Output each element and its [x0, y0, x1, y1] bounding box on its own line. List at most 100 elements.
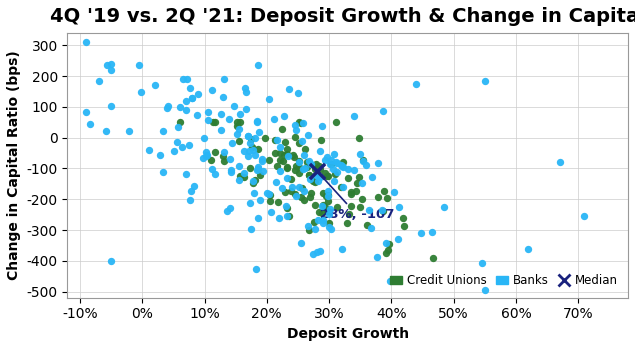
Point	[399, 223, 410, 228]
Point	[251, 266, 261, 271]
Point	[81, 109, 91, 114]
Point	[354, 135, 364, 141]
Point	[336, 185, 346, 190]
Point	[239, 85, 250, 91]
Median	[312, 168, 322, 173]
Point	[232, 120, 242, 125]
Point	[296, 120, 306, 126]
Point	[290, 122, 300, 128]
Point	[554, 159, 565, 165]
Point	[243, 148, 253, 154]
Point	[264, 157, 274, 163]
Point	[323, 198, 333, 204]
Point	[100, 128, 110, 134]
Point	[346, 204, 356, 209]
Point	[428, 255, 438, 260]
Point	[318, 202, 328, 207]
Point	[379, 188, 389, 193]
Point	[283, 147, 293, 152]
Point	[93, 78, 104, 84]
Point	[338, 184, 348, 190]
Point	[366, 225, 377, 231]
Point	[298, 197, 309, 203]
Point	[279, 113, 289, 119]
Point	[371, 254, 382, 260]
Point	[313, 178, 323, 184]
Point	[393, 236, 403, 242]
Point	[239, 148, 249, 153]
Point	[304, 158, 314, 164]
Point	[208, 120, 218, 125]
Point	[282, 165, 292, 171]
Point	[331, 160, 342, 166]
Point	[309, 227, 319, 232]
Point	[367, 175, 377, 180]
Point	[355, 151, 365, 157]
Point	[305, 195, 315, 200]
Point	[304, 172, 314, 177]
Point	[246, 226, 256, 231]
Point	[295, 164, 305, 169]
Point	[182, 76, 192, 82]
Point	[282, 164, 292, 169]
Point	[381, 240, 391, 246]
Point	[157, 169, 168, 175]
Point	[253, 164, 264, 169]
Point	[337, 246, 347, 252]
Point	[305, 190, 316, 196]
Point	[227, 141, 237, 146]
Point	[224, 117, 234, 122]
Point	[381, 250, 391, 256]
Point	[377, 207, 387, 212]
Point	[315, 174, 325, 180]
Point	[264, 96, 274, 102]
Point	[250, 177, 260, 183]
Point	[217, 153, 227, 159]
Point	[316, 203, 326, 209]
Point	[123, 128, 133, 134]
Text: 28%, -107: 28%, -107	[319, 173, 394, 221]
Point	[253, 62, 264, 68]
Point	[317, 123, 327, 129]
Point	[411, 81, 422, 87]
Point	[234, 139, 244, 144]
Point	[358, 158, 368, 163]
Point	[185, 85, 195, 91]
Point	[286, 176, 296, 182]
Point	[344, 211, 354, 216]
Point	[315, 148, 325, 154]
Point	[310, 202, 320, 207]
Y-axis label: Change in Capital Ratio (bps): Change in Capital Ratio (bps)	[7, 50, 21, 280]
Point	[280, 189, 290, 194]
Point	[277, 185, 288, 191]
Point	[106, 67, 116, 73]
Point	[241, 89, 251, 95]
Point	[288, 153, 298, 158]
Title: 4Q '19 vs. 2Q '21: Deposit Growth & Change in Capital: 4Q '19 vs. 2Q '21: Deposit Growth & Chan…	[50, 7, 635, 26]
Point	[271, 137, 281, 143]
Point	[321, 208, 331, 213]
Point	[277, 126, 288, 132]
Point	[235, 120, 245, 125]
Point	[225, 205, 236, 211]
Point	[207, 87, 217, 93]
Point	[269, 116, 279, 121]
Point	[229, 103, 239, 109]
Point	[243, 133, 253, 139]
Point	[178, 76, 188, 82]
Point	[298, 120, 308, 126]
Point	[255, 172, 265, 178]
Point	[202, 152, 212, 158]
Point	[300, 147, 310, 152]
Point	[106, 258, 116, 264]
Point	[297, 138, 307, 143]
Point	[265, 192, 275, 198]
Point	[385, 278, 395, 284]
Point	[346, 189, 356, 194]
Point	[265, 209, 276, 215]
Point	[248, 179, 258, 184]
Point	[201, 149, 211, 155]
Point	[234, 177, 244, 183]
Point	[298, 153, 309, 158]
Point	[579, 213, 589, 219]
